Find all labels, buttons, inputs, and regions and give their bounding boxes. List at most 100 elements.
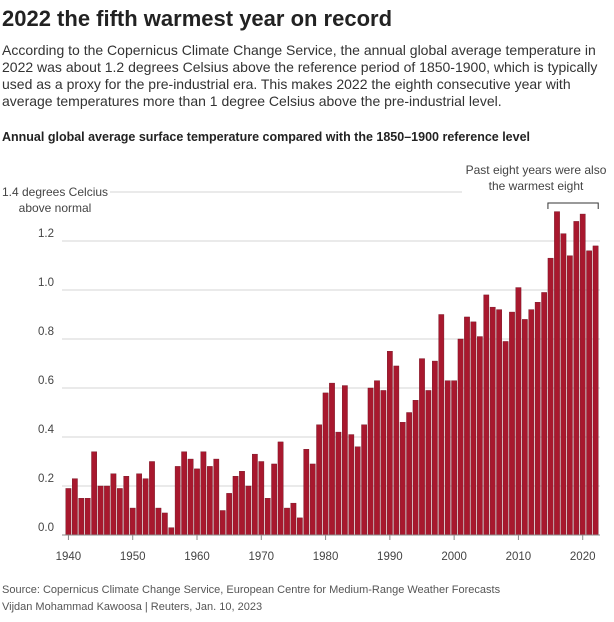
bar [207,466,213,536]
bar [502,341,509,536]
y-tick-label: 1.0 [38,277,54,289]
bar [367,387,374,536]
y-tick-label: 0.2 [38,473,54,485]
bar [72,478,78,536]
y-tick-label-box: 1.4 degrees Celcius above normal [0,184,110,216]
bar [78,498,85,536]
x-tick-label: 1970 [248,551,274,563]
bar [155,507,162,536]
bar [97,485,104,536]
annotation-box: Past eight years were also the warmest e… [462,162,610,194]
bar [393,365,400,536]
bar [387,351,393,536]
bar [534,302,541,536]
bar [496,309,502,536]
bar [264,498,271,536]
bracket [547,202,599,209]
bar [149,461,155,536]
bar [573,221,580,536]
x-tick-label: 1960 [184,551,210,563]
bar [226,493,232,536]
bar [142,478,149,536]
bar [509,311,515,536]
bar [271,463,277,536]
bar [129,507,136,536]
bar [168,527,175,536]
bar [361,424,367,536]
bar [123,476,130,536]
bar [335,431,342,536]
bar [322,392,329,536]
bar [181,451,187,536]
bar [528,309,535,536]
bar [329,382,335,536]
bar [117,488,123,536]
bar [252,453,258,536]
bar [84,498,91,536]
x-tick-label: 2020 [570,551,596,563]
bar [470,321,477,536]
bar [432,360,438,536]
bar [174,466,181,536]
bar [194,468,200,536]
bar [110,473,117,536]
bar [419,358,425,536]
bar [277,441,284,536]
bar [579,213,586,536]
bar [380,390,387,536]
bar [592,245,599,536]
bar [219,510,226,536]
x-tick-label: 1990 [377,551,403,563]
y-tick-label: 1.2 [38,228,54,240]
bar [348,434,355,536]
bar [444,380,451,536]
bar [342,385,348,536]
bar [483,294,490,536]
y-tick-label: 1.4 degrees Celcius above normal [0,184,110,216]
bar [489,306,496,536]
bar [522,319,528,536]
annotation: Past eight years were also the warmest e… [462,162,610,194]
bar [541,292,547,536]
bar [213,458,220,536]
bar [515,287,522,536]
bar [136,473,142,536]
bar [451,380,457,536]
bar [316,424,322,536]
x-tick-label: 1950 [120,551,146,563]
bar [91,451,97,536]
chart: 0.0 0.2 0.4 0.6 0.8 1.0 1.2 1.4 degrees Celcius… [0,162,610,563]
bar [309,463,316,536]
bar [374,380,380,536]
bar [258,461,265,536]
bar [425,390,432,536]
bar [354,446,361,536]
x-tick-label: 2000 [441,551,467,563]
bar [560,233,567,536]
bar [297,517,303,536]
y-tick-label: 0.6 [38,375,54,387]
bar [104,485,110,536]
bar [232,476,239,536]
bar [406,412,412,536]
bar [457,338,464,536]
subtitle: According to the Copernicus Climate Chan… [2,42,598,109]
bar [303,449,310,536]
bar [586,250,592,536]
bar [412,400,419,536]
bar [290,502,297,536]
bar [239,471,245,536]
bar [464,316,470,536]
bar [399,422,406,536]
x-tick-label: 1980 [313,551,339,563]
bar [567,255,573,536]
bar [162,512,168,536]
bar [554,211,560,536]
bar [284,507,290,536]
x-tick-label: 2010 [506,551,532,563]
y-tick-label: 0.4 [38,424,55,436]
bar [477,336,483,536]
bar [65,488,72,536]
y-tick-label: 0.8 [38,326,54,338]
title: 2022 the fifth warmest year on record [2,6,393,31]
